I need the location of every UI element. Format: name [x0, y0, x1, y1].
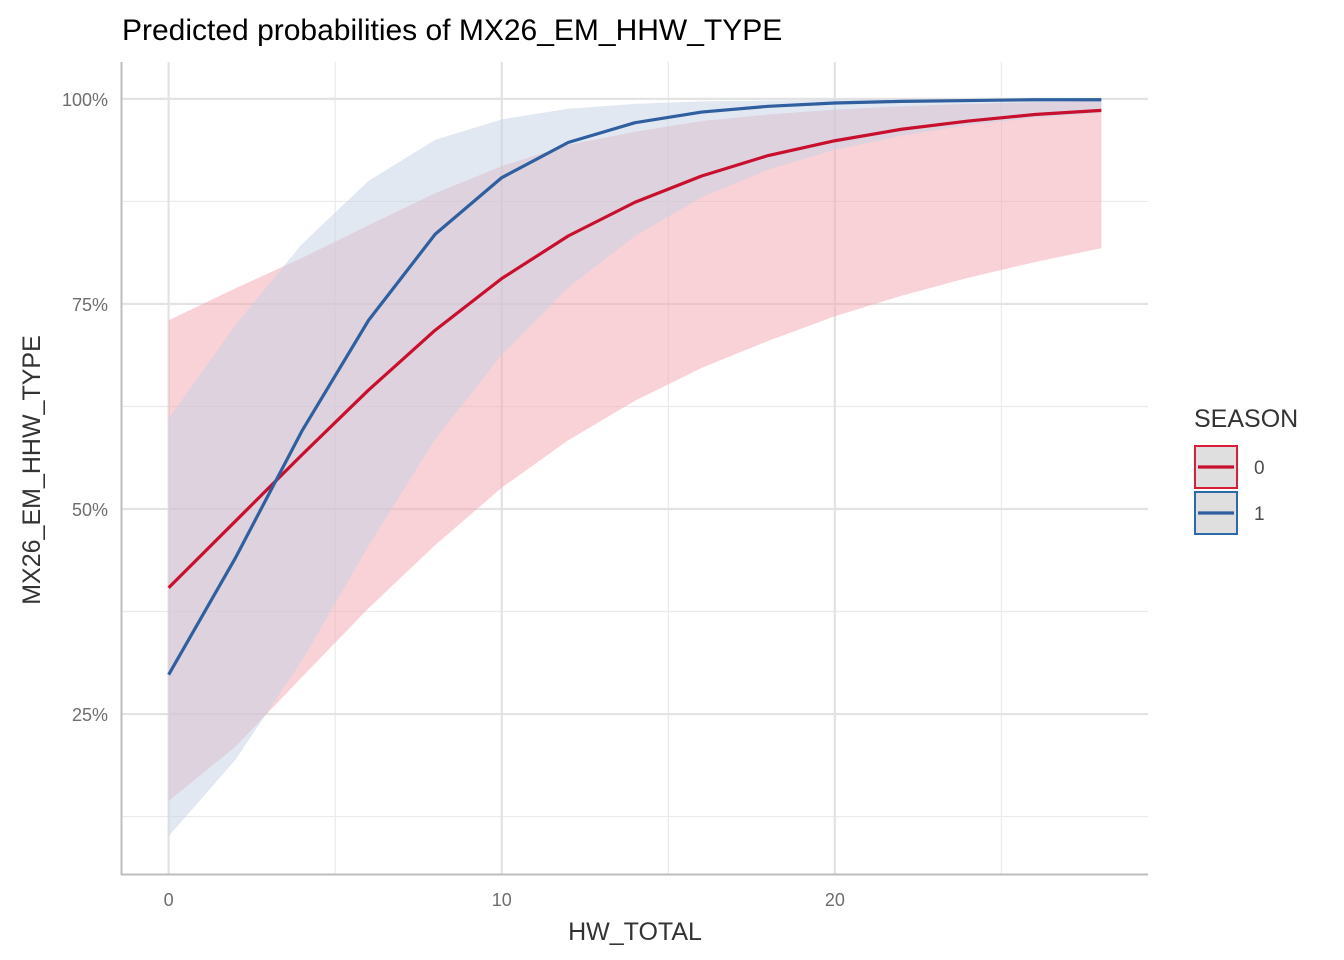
legend-label-season-1: 1 — [1254, 504, 1265, 525]
series-lines — [167, 98, 1102, 676]
confidence-ribbons — [168, 98, 1102, 837]
ribbon-season-1 — [168, 98, 1102, 837]
x-tick-label: 20 — [825, 890, 845, 910]
chart-title: Predicted probabilities of MX26_EM_HHW_T… — [122, 14, 782, 47]
x-axis-title: HW_TOTAL — [568, 918, 702, 946]
y-tick-label: 75% — [72, 295, 108, 315]
y-tick-label: 100% — [62, 90, 108, 110]
x-tick-label: 0 — [164, 890, 174, 910]
legend: SEASON 0 1 — [1194, 405, 1298, 535]
legend-title: SEASON — [1194, 405, 1298, 433]
y-tick-label: 50% — [72, 500, 108, 520]
x-tick-label: 10 — [492, 890, 512, 910]
x-tick-labels: 0 10 20 — [164, 890, 845, 910]
y-axis-title: MX26_EM_HHW_TYPE — [18, 335, 46, 605]
line-season-1 — [167, 98, 1102, 676]
line-season-0 — [167, 108, 1102, 589]
y-tick-labels: 25% 50% 75% 100% — [62, 90, 108, 725]
y-tick-label: 25% — [72, 705, 108, 725]
legend-label-season-0: 0 — [1254, 458, 1265, 479]
